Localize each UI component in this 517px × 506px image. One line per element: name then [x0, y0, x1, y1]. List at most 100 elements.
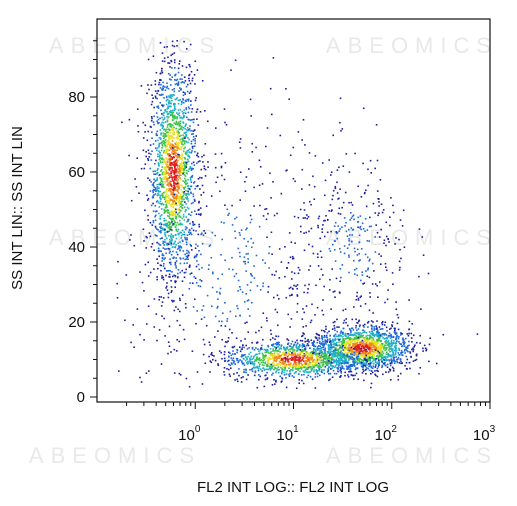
scatter-point	[390, 356, 392, 358]
scatter-point	[369, 342, 372, 345]
scatter-point	[209, 371, 211, 373]
scatter-point	[247, 362, 250, 364]
scatter-point	[377, 346, 379, 349]
scatter-point	[244, 359, 247, 362]
scatter-point	[181, 100, 183, 103]
scatter-point	[351, 349, 353, 351]
scatter-point	[175, 280, 177, 283]
scatter-point	[296, 354, 299, 356]
scatter-point	[332, 189, 335, 192]
scatter-point	[142, 228, 145, 231]
scatter-point	[391, 366, 394, 369]
scatter-point	[161, 161, 164, 163]
scatter-point	[180, 138, 182, 141]
scatter-point	[385, 244, 387, 247]
scatter-point	[152, 190, 154, 192]
scatter-point	[348, 371, 350, 373]
scatter-point	[320, 359, 323, 361]
scatter-point	[158, 81, 161, 84]
scatter-point	[325, 325, 327, 328]
scatter-point	[309, 366, 311, 369]
scatter-point	[380, 349, 382, 351]
scatter-point	[186, 256, 189, 258]
scatter-point	[160, 203, 163, 206]
scatter-point	[377, 333, 379, 336]
scatter-point	[337, 344, 340, 347]
scatter-point	[348, 228, 350, 231]
scatter-point	[187, 106, 190, 108]
scatter-point	[169, 241, 171, 243]
scatter-point	[249, 214, 252, 217]
scatter-point	[357, 346, 360, 349]
scatter-point	[355, 348, 358, 351]
scatter-point	[308, 371, 310, 373]
scatter-point	[334, 185, 337, 188]
scatter-point	[351, 374, 354, 377]
scatter-point	[343, 354, 346, 356]
scatter-point	[201, 266, 203, 269]
scatter-point	[297, 369, 299, 371]
scatter-point	[363, 352, 365, 355]
scatter-point	[167, 292, 170, 295]
scatter-point	[251, 341, 253, 344]
scatter-point	[165, 166, 167, 169]
scatter-point	[257, 374, 260, 376]
scatter-point	[198, 201, 200, 204]
scatter-point	[178, 99, 181, 102]
scatter-point	[178, 199, 181, 202]
scatter-point	[187, 200, 190, 202]
scatter-point	[337, 370, 340, 373]
scatter-point	[291, 340, 294, 343]
scatter-point	[368, 260, 370, 262]
scatter-point	[317, 226, 319, 229]
scatter-point	[379, 355, 382, 357]
scatter-point	[380, 356, 383, 358]
scatter-point	[272, 345, 274, 347]
scatter-point	[185, 255, 188, 258]
scatter-point	[339, 268, 342, 270]
scatter-point	[359, 343, 362, 346]
scatter-point	[251, 151, 254, 153]
scatter-point	[172, 193, 174, 196]
scatter-point	[289, 326, 291, 328]
scatter-point	[371, 332, 374, 334]
scatter-point	[381, 353, 383, 356]
scatter-point	[369, 359, 371, 362]
scatter-point	[336, 237, 339, 240]
scatter-point	[163, 142, 165, 145]
scatter-point	[174, 213, 177, 215]
scatter-point	[278, 341, 280, 344]
scatter-point	[355, 318, 357, 321]
scatter-point	[397, 316, 400, 319]
scatter-point	[352, 357, 355, 359]
scatter-point	[271, 253, 273, 255]
scatter-point	[196, 154, 198, 156]
scatter-point	[153, 249, 155, 251]
scatter-point	[373, 340, 376, 343]
scatter-point	[392, 352, 395, 354]
scatter-point	[189, 82, 192, 85]
scatter-point	[183, 40, 185, 43]
scatter-point	[190, 192, 192, 195]
scatter-point	[187, 190, 189, 193]
scatter-point	[334, 354, 336, 356]
scatter-point	[187, 192, 190, 195]
scatter-point	[175, 127, 178, 130]
scatter-point	[252, 363, 254, 365]
scatter-point	[143, 240, 145, 242]
scatter-point	[184, 226, 187, 228]
scatter-point	[344, 343, 346, 346]
scatter-point	[352, 364, 355, 366]
scatter-point	[353, 259, 355, 262]
scatter-point	[170, 123, 173, 126]
scatter-point	[330, 230, 332, 233]
scatter-point	[292, 359, 294, 361]
scatter-point	[178, 372, 181, 375]
scatter-point	[163, 177, 166, 180]
scatter-point	[186, 158, 189, 161]
scatter-point	[302, 326, 305, 328]
scatter-point	[156, 194, 159, 197]
scatter-point	[164, 248, 166, 250]
scatter-point	[279, 359, 282, 361]
